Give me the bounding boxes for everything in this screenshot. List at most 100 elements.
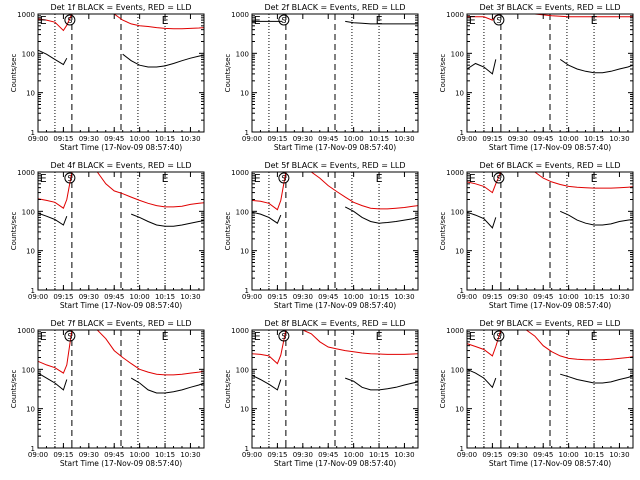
- x-tick-label: 09:45: [104, 135, 124, 143]
- saa-marker-s: S: [281, 16, 286, 25]
- events-series-line: [122, 53, 205, 68]
- event-marker-e: E: [469, 172, 476, 185]
- y-axis-label: Counts/sec: [439, 54, 447, 93]
- events-series-line: [251, 211, 282, 224]
- event-marker-e: E: [376, 14, 383, 27]
- saa-marker-circle: [64, 14, 76, 26]
- chart-title: Det 1f BLACK = Events, RED = LLD: [50, 3, 191, 12]
- y-tick-label: 1: [31, 287, 35, 295]
- events-series-line: [345, 377, 419, 391]
- y-tick-label: 1000: [17, 169, 35, 177]
- x-tick-label: 09:45: [104, 451, 124, 459]
- x-tick-label: 09:30: [293, 451, 313, 459]
- events-series-line: [345, 20, 418, 25]
- x-tick-label: 09:45: [533, 451, 553, 459]
- event-marker-e: E: [591, 172, 598, 185]
- lld-series-line: [251, 329, 419, 365]
- y-tick-label: 1000: [446, 169, 464, 177]
- events-series-line: [131, 213, 205, 227]
- x-tick-label: 09:45: [104, 293, 124, 301]
- event-marker-e: E: [469, 330, 476, 343]
- chart-panel-6: Det 6f BLACK = Events, RED = LLD 1 10 100 10…: [439, 161, 634, 310]
- x-tick-label: 09:15: [53, 293, 73, 301]
- lld-series-line: [37, 13, 205, 32]
- saa-marker-s: S: [281, 174, 286, 183]
- x-axis-label: Start Time (17-Nov-09 08:57:40): [274, 459, 396, 468]
- y-tick-label: 100: [236, 208, 249, 216]
- x-tick-label: 09:15: [53, 451, 73, 459]
- x-tick-label: 09:45: [318, 135, 338, 143]
- y-axis-label: Counts/sec: [10, 370, 18, 409]
- events-series-line: [37, 372, 68, 391]
- y-tick-label: 1: [460, 129, 464, 137]
- x-tick-label: 10:15: [584, 293, 604, 301]
- x-tick-label: 10:15: [369, 135, 389, 143]
- plot-frame: [251, 171, 419, 291]
- y-axis-label: Counts/sec: [10, 54, 18, 93]
- x-tick-label: 10:00: [130, 135, 150, 143]
- saa-marker-s: S: [496, 332, 501, 341]
- events-series-line: [130, 377, 205, 394]
- y-tick-label: 100: [451, 208, 464, 216]
- y-tick-label: 100: [236, 366, 249, 374]
- y-tick-label: 10: [26, 406, 35, 414]
- x-tick-label: 10:30: [609, 451, 629, 459]
- y-tick-label: 10: [240, 406, 249, 414]
- chart-panel-9: Det 9f BLACK = Events, RED = LLD 1 10 100 10…: [439, 319, 634, 468]
- chart-title: Det 6f BLACK = Events, RED = LLD: [479, 161, 620, 170]
- x-tick-label: 09:00: [457, 451, 477, 459]
- event-marker-e: E: [376, 330, 383, 343]
- plot-frame: [251, 13, 419, 133]
- x-tick-label: 09:00: [242, 451, 262, 459]
- event-marker-e: E: [40, 172, 47, 185]
- saa-marker-circle: [64, 330, 76, 342]
- saa-marker-circle: [493, 172, 505, 184]
- x-axis-label: Start Time (17-Nov-09 08:57:40): [60, 143, 182, 152]
- chart-title: Det 4f BLACK = Events, RED = LLD: [50, 161, 191, 170]
- x-axis-label: Start Time (17-Nov-09 08:57:40): [60, 301, 182, 310]
- y-tick-label: 1000: [231, 327, 249, 335]
- x-tick-label: 10:00: [344, 293, 364, 301]
- x-axis-label: Start Time (17-Nov-09 08:57:40): [60, 459, 182, 468]
- x-tick-label: 10:15: [369, 451, 389, 459]
- y-tick-label: 1: [245, 445, 249, 453]
- saa-marker-s: S: [67, 174, 72, 183]
- x-tick-label: 10:15: [155, 451, 175, 459]
- saa-marker-circle: [278, 330, 290, 342]
- plot-frame: [37, 329, 205, 449]
- chart-title: Det 7f BLACK = Events, RED = LLD: [50, 319, 191, 328]
- x-tick-label: 10:15: [155, 135, 175, 143]
- lld-series-line: [37, 171, 205, 209]
- x-tick-label: 09:30: [508, 293, 528, 301]
- y-tick-label: 10: [26, 90, 35, 98]
- x-tick-label: 09:30: [293, 293, 313, 301]
- y-tick-label: 10: [240, 90, 249, 98]
- y-tick-label: 1000: [17, 11, 35, 19]
- events-series-line: [37, 212, 68, 226]
- x-tick-label: 10:30: [394, 293, 414, 301]
- x-axis-label: Start Time (17-Nov-09 08:57:40): [489, 301, 611, 310]
- y-axis-label: Counts/sec: [224, 370, 232, 409]
- x-tick-label: 09:00: [242, 135, 262, 143]
- y-tick-label: 1: [31, 445, 35, 453]
- saa-marker-s: S: [496, 16, 501, 25]
- event-marker-e: E: [40, 330, 47, 343]
- x-tick-label: 09:15: [482, 135, 502, 143]
- x-tick-label: 09:00: [28, 293, 48, 301]
- y-tick-label: 100: [236, 50, 249, 58]
- x-tick-label: 10:30: [609, 293, 629, 301]
- events-series-line: [344, 206, 419, 224]
- x-tick-label: 10:30: [394, 451, 414, 459]
- event-marker-e: E: [254, 172, 261, 185]
- x-tick-label: 09:15: [267, 451, 287, 459]
- y-tick-label: 1000: [446, 327, 464, 335]
- chart-panel-2: Det 2f BLACK = Events, RED = LLD 1 10 100 10…: [224, 3, 419, 152]
- saa-marker-s: S: [281, 332, 286, 341]
- x-tick-label: 09:45: [533, 293, 553, 301]
- chart-panel-8: Det 8f BLACK = Events, RED = LLD 1 10 100 10…: [224, 319, 419, 468]
- lld-series-line: [37, 329, 205, 376]
- event-marker-e: E: [591, 14, 598, 27]
- x-tick-label: 09:30: [79, 451, 99, 459]
- chart-panel-4: Det 4f BLACK = Events, RED = LLD 1 10 100 10…: [10, 161, 205, 310]
